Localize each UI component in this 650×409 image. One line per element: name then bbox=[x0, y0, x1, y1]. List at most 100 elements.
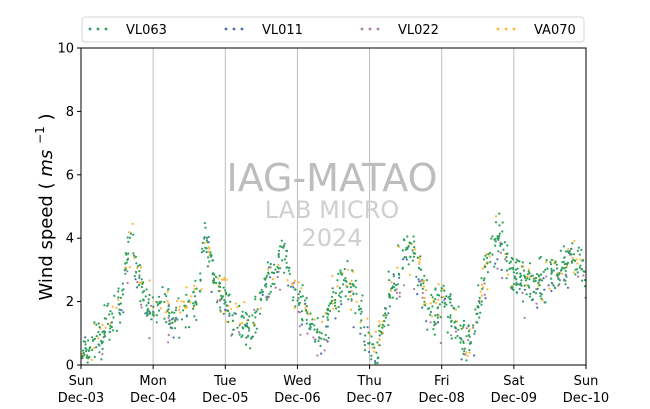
point-VL063-447 bbox=[486, 262, 489, 265]
point-VL063-871 bbox=[291, 299, 294, 302]
point-VL063-756 bbox=[435, 322, 438, 325]
point-VL063-538 bbox=[247, 334, 250, 337]
point-VL063-377 bbox=[146, 309, 149, 312]
point-VL063-491 bbox=[539, 255, 542, 259]
point-VL063-838 bbox=[219, 309, 222, 312]
point-VL063-720 bbox=[476, 312, 479, 315]
point-VL022-68 bbox=[299, 333, 302, 336]
point-VA070-49 bbox=[313, 318, 316, 321]
point-VL063-414 bbox=[338, 286, 341, 290]
point-VL063-211 bbox=[431, 296, 434, 299]
point-VL011-56 bbox=[304, 302, 307, 305]
point-VL063-652 bbox=[512, 268, 515, 271]
point-VL063-421 bbox=[101, 347, 104, 350]
y-tick-label-2: 4 bbox=[66, 232, 74, 247]
point-VL063-400 bbox=[98, 326, 101, 329]
point-VL063-627 bbox=[115, 329, 118, 332]
point-VA070-145 bbox=[332, 307, 335, 310]
point-VL063-822 bbox=[555, 263, 558, 266]
point-VL063-734 bbox=[506, 244, 509, 247]
point-VL063-579 bbox=[512, 271, 515, 274]
point-VL063-62 bbox=[480, 300, 483, 303]
point-VA070-187 bbox=[422, 285, 425, 288]
point-VL063-854 bbox=[411, 259, 414, 262]
point-VL063-9 bbox=[155, 301, 158, 304]
point-VL063-536 bbox=[363, 349, 367, 352]
x-tick-weekday-3: Wed bbox=[283, 374, 311, 389]
point-VL063-387 bbox=[152, 314, 155, 317]
point-VA070-11 bbox=[350, 279, 353, 282]
point-VL063-271 bbox=[175, 306, 178, 309]
point-VA070-24 bbox=[176, 299, 179, 303]
legend-label-VL011: VL011 bbox=[262, 23, 303, 38]
point-VL063-896 bbox=[534, 292, 538, 295]
point-VL063-808 bbox=[259, 292, 262, 295]
point-VA070-85 bbox=[304, 306, 307, 309]
point-VA070-63 bbox=[243, 301, 246, 304]
x-tick-weekday-0: Sun bbox=[69, 374, 94, 389]
point-VL011-75 bbox=[425, 320, 428, 323]
point-VL063-567 bbox=[415, 275, 418, 278]
point-VL063-46 bbox=[229, 300, 232, 303]
point-VL022-57 bbox=[439, 341, 442, 345]
point-VL063-146 bbox=[394, 283, 398, 287]
point-VL063-878 bbox=[422, 282, 425, 285]
point-VL063-647 bbox=[254, 298, 257, 301]
point-VL063-710 bbox=[359, 312, 362, 315]
point-VL063-846 bbox=[393, 289, 397, 292]
point-VL063-507 bbox=[317, 339, 320, 342]
point-VL063-249 bbox=[144, 295, 147, 298]
point-VL063-256 bbox=[518, 287, 521, 291]
point-VL063-472 bbox=[203, 221, 206, 225]
point-VL011-53 bbox=[228, 314, 231, 317]
point-VL063-623 bbox=[528, 295, 532, 298]
point-VL063-539 bbox=[546, 267, 549, 270]
point-VL063-790 bbox=[283, 258, 286, 261]
point-VL063-77 bbox=[193, 304, 196, 307]
x-tick-date-0: Dec-03 bbox=[58, 391, 104, 406]
point-VL063-300 bbox=[326, 307, 329, 310]
point-VA070-98 bbox=[293, 307, 296, 310]
point-VL063-318 bbox=[342, 283, 345, 286]
point-VL063-137 bbox=[292, 296, 295, 299]
point-VL063-220 bbox=[224, 293, 228, 296]
point-VL063-501 bbox=[363, 340, 366, 343]
point-VL011-28 bbox=[314, 338, 317, 341]
point-VL063-732 bbox=[204, 226, 207, 229]
point-VA070-176 bbox=[355, 300, 358, 303]
point-VL063-592 bbox=[241, 310, 244, 313]
point-VL063-152 bbox=[351, 269, 354, 272]
point-VA070-126 bbox=[115, 306, 118, 309]
point-VL063-780 bbox=[145, 288, 148, 291]
point-VL063-614 bbox=[409, 255, 412, 258]
point-VL011-77 bbox=[484, 297, 487, 300]
point-VA070-219 bbox=[138, 282, 141, 285]
point-VA070-194 bbox=[349, 308, 353, 311]
point-VL063-555 bbox=[269, 290, 272, 293]
point-VL063-697 bbox=[119, 296, 122, 299]
point-VL063-678 bbox=[238, 333, 241, 336]
point-VL063-311 bbox=[207, 256, 210, 259]
point-VL063-712 bbox=[169, 326, 172, 329]
point-VL063-450 bbox=[183, 304, 186, 307]
point-VL063-425 bbox=[419, 268, 422, 271]
point-VL011-60 bbox=[547, 284, 550, 287]
point-VL063-745 bbox=[370, 358, 373, 361]
point-VL063-586 bbox=[98, 351, 101, 354]
point-VA070-80 bbox=[573, 240, 576, 243]
point-VL022-81 bbox=[535, 302, 538, 305]
point-VL022-39 bbox=[253, 308, 256, 311]
point-VL063-649 bbox=[498, 234, 501, 238]
point-VA070-152 bbox=[182, 300, 186, 303]
point-VL022-71 bbox=[545, 275, 548, 278]
point-VL063-739 bbox=[342, 279, 346, 282]
y-tick-label-0: 0 bbox=[66, 359, 74, 374]
point-VL063-413 bbox=[253, 324, 256, 327]
point-VL063-866 bbox=[285, 255, 288, 258]
point-VL011-88 bbox=[473, 354, 476, 357]
point-VL063-595 bbox=[336, 279, 339, 282]
point-VL063-862 bbox=[212, 279, 215, 282]
point-VL063-97 bbox=[381, 326, 384, 329]
point-VL063-257 bbox=[440, 287, 443, 290]
point-VL063-258 bbox=[367, 331, 370, 334]
